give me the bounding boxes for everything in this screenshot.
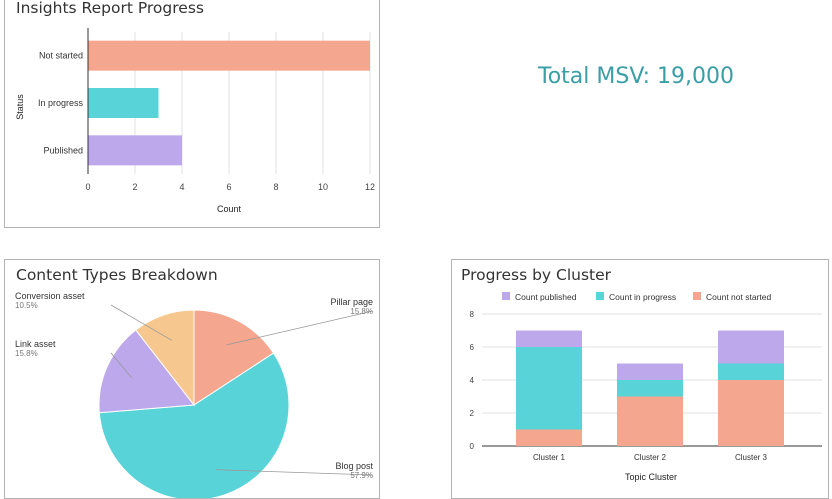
bar <box>88 40 370 71</box>
x-tick-label: 12 <box>365 182 375 192</box>
slice-percent: 10.5% <box>15 301 38 310</box>
bar <box>88 88 159 118</box>
content-types-title: Content Types Breakdown <box>16 266 218 284</box>
stacked-bar-segment <box>718 330 784 364</box>
stacked-bar-segment <box>516 429 582 446</box>
total-msv-text: Total MSV: 19,000 <box>538 64 734 89</box>
legend-label: Count published <box>515 292 577 302</box>
cluster-progress-panel: Progress by Cluster Topic Cluster 0 2 4 6 8 C… <box>451 259 829 499</box>
y-tick-label: 2 <box>470 409 475 418</box>
legend-swatch <box>693 292 701 300</box>
stacked-bar-segment <box>516 330 582 347</box>
pie-slice <box>193 309 275 406</box>
x-tick-label: 6 <box>226 182 231 192</box>
slice-percent: 57.9% <box>350 471 373 480</box>
stacked-bar-segment <box>516 347 582 430</box>
stacked-bar-segment <box>718 363 784 380</box>
x-tick-label: 0 <box>85 182 90 192</box>
y-axis-label: Status <box>15 94 25 120</box>
stacked-bar-segment <box>617 380 683 397</box>
category-label: Cluster 2 <box>634 453 667 462</box>
insights-progress-chart: Status Count 0 2 4 6 8 10 12 Not started In prog… <box>15 28 375 214</box>
leader-line <box>216 469 374 476</box>
leader-line <box>226 310 374 346</box>
slice-percent: 15.8% <box>15 349 38 358</box>
legend-label: Count not started <box>706 292 771 302</box>
x-tick-label: 8 <box>273 182 278 192</box>
x-tick-label: 10 <box>318 182 328 192</box>
x-axis-label: Count <box>217 204 242 214</box>
slice-label: Blog post <box>335 461 373 471</box>
y-tick-label: 6 <box>470 343 475 352</box>
cluster-progress-chart: Topic Cluster 0 2 4 6 8 Cluster 1 Cluster 2 Clu… <box>470 292 822 482</box>
category-label: Cluster 1 <box>533 453 566 462</box>
category-label: Not started <box>39 51 83 61</box>
legend-swatch <box>596 292 604 300</box>
pie-slice <box>98 329 195 414</box>
x-tick-label: 2 <box>132 182 137 192</box>
insights-progress-panel: Insights Report Progress Status Count 0 2… <box>4 0 380 228</box>
stacked-bar-segment <box>617 396 683 446</box>
y-tick-label: 4 <box>470 376 475 385</box>
x-tick-label: 4 <box>179 182 184 192</box>
cluster-progress-title: Progress by Cluster <box>461 266 612 284</box>
content-types-panel: Content Types Breakdown Pillar page 15.8%… <box>4 259 380 499</box>
stacked-bar-segment <box>718 380 784 446</box>
stacked-bar-segment <box>617 363 683 380</box>
pie-slice <box>135 309 195 407</box>
leader-line <box>110 304 173 341</box>
slice-label: Pillar page <box>330 297 373 307</box>
category-label: Cluster 3 <box>735 453 768 462</box>
category-label: In progress <box>38 98 84 108</box>
slice-label: Link asset <box>15 339 56 349</box>
leader-line <box>110 352 132 378</box>
pie-slice <box>98 352 290 498</box>
x-axis-label: Topic Cluster <box>625 472 677 482</box>
legend-label: Count in progress <box>609 292 676 302</box>
bar <box>88 135 182 166</box>
y-tick-label: 8 <box>470 310 475 319</box>
slice-percent: 15.8% <box>350 307 373 316</box>
insights-progress-title: Insights Report Progress <box>16 0 204 17</box>
legend-swatch <box>502 292 510 300</box>
category-label: Published <box>43 145 83 155</box>
y-tick-label: 0 <box>470 442 475 451</box>
slice-label: Conversion asset <box>15 291 85 301</box>
